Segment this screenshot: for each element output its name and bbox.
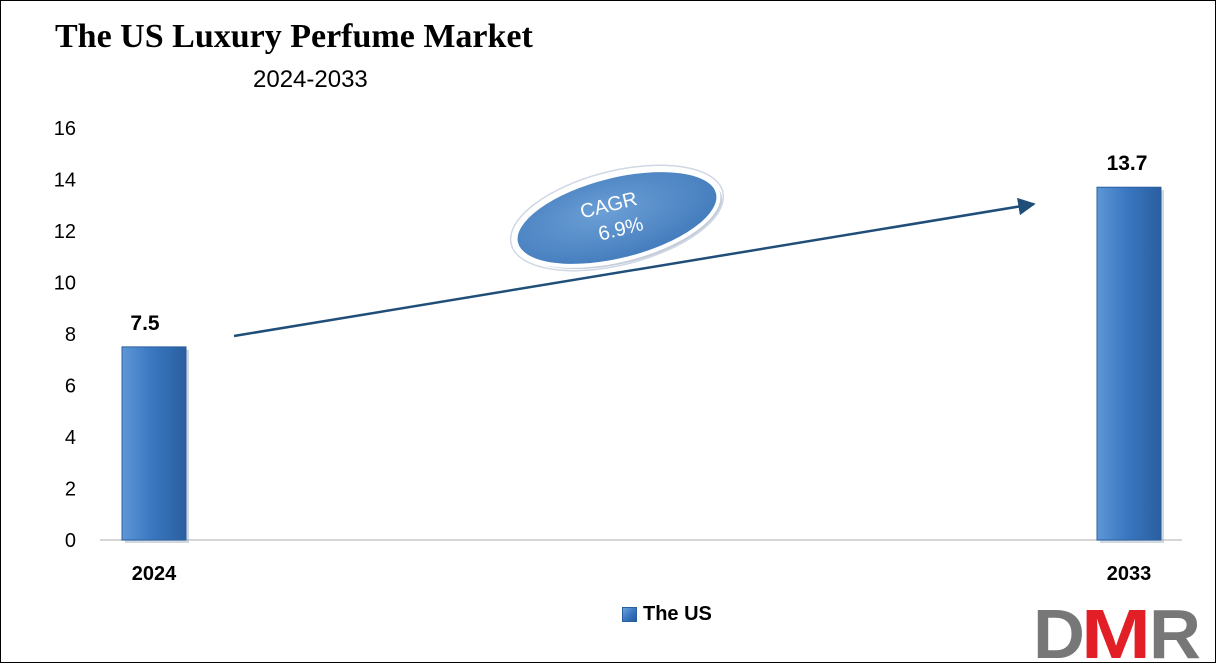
x-tick-label: 2033: [1107, 563, 1152, 585]
logo-d: D: [1033, 598, 1085, 662]
cagr-ellipse: [513, 168, 721, 268]
cagr-ellipse-outline: [509, 164, 725, 272]
bar: [1096, 186, 1162, 541]
legend-label: The US: [643, 603, 712, 625]
chart-subtitle: 2024-2033: [253, 66, 368, 93]
legend: The US: [622, 603, 712, 626]
data-label: 13.7: [1107, 152, 1148, 175]
legend-swatch: [622, 607, 637, 622]
y-tick-label: 0: [65, 530, 76, 552]
y-tick-label: 2: [65, 479, 76, 501]
data-label: 7.5: [130, 312, 160, 335]
x-tick-label: 2024: [132, 563, 177, 585]
y-tick-label: 8: [65, 324, 76, 346]
logo-r: R: [1149, 598, 1201, 662]
y-tick-label: 4: [65, 427, 76, 449]
y-tick-label: 16: [54, 118, 76, 140]
logo-m: M: [1081, 598, 1151, 662]
trend-arrow: [233, 197, 1036, 338]
y-tick-label: 10: [54, 273, 76, 295]
chart-title: The US Luxury Perfume Market: [55, 18, 533, 55]
bar: [121, 346, 187, 541]
y-tick-label: 6: [65, 376, 76, 398]
y-tick-label: 14: [54, 170, 76, 192]
dmr-logo: D M R: [1033, 598, 1201, 662]
y-tick-label: 12: [54, 221, 76, 243]
